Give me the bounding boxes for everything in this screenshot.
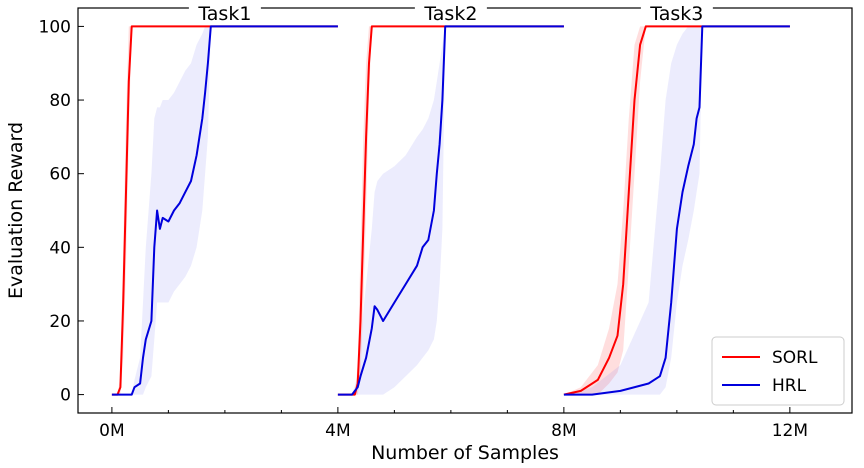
legend-label-sorl: SORL (772, 348, 818, 368)
panel-title-backdrop (414, 0, 487, 22)
band-hrl-task3 (563, 26, 790, 395)
band-hrl-task1 (111, 26, 338, 395)
line-hrl-task1 (111, 25, 338, 396)
x-axis-title: Number of Samples (371, 442, 559, 464)
line-hrl-task2 (337, 25, 564, 396)
band-hrl-task2 (337, 26, 564, 395)
line-sorl-task3 (563, 25, 790, 396)
y-axis-title: Evaluation Reward (5, 122, 27, 299)
line-hrl-task3 (563, 25, 790, 396)
x-tick-label: 12M (772, 421, 808, 441)
panel-title-backdrop (640, 0, 713, 22)
panel-title-task3: Task3 (649, 3, 703, 25)
x-tick-label: 0M (99, 421, 124, 441)
band-sorl-task2 (337, 26, 564, 395)
x-tick-label: 4M (325, 421, 350, 441)
y-tick-label: 80 (49, 91, 71, 111)
legend: SORL HRL (711, 336, 845, 406)
y-tick-label: 0 (60, 386, 71, 406)
panel-title-task2: Task2 (423, 3, 477, 25)
legend-box (711, 336, 845, 406)
y-tick-label: 100 (39, 17, 71, 37)
y-tick-label: 20 (49, 312, 71, 332)
line-sorl-task1 (111, 25, 338, 396)
y-tick-label: 60 (49, 165, 71, 185)
panel-title-task1: Task1 (197, 3, 251, 25)
x-tick-label: 8M (551, 421, 576, 441)
plot-data (111, 25, 790, 396)
panel-title-backdrop (188, 0, 261, 22)
legend-label-hrl: HRL (772, 376, 807, 396)
y-tick-label: 40 (49, 238, 71, 258)
